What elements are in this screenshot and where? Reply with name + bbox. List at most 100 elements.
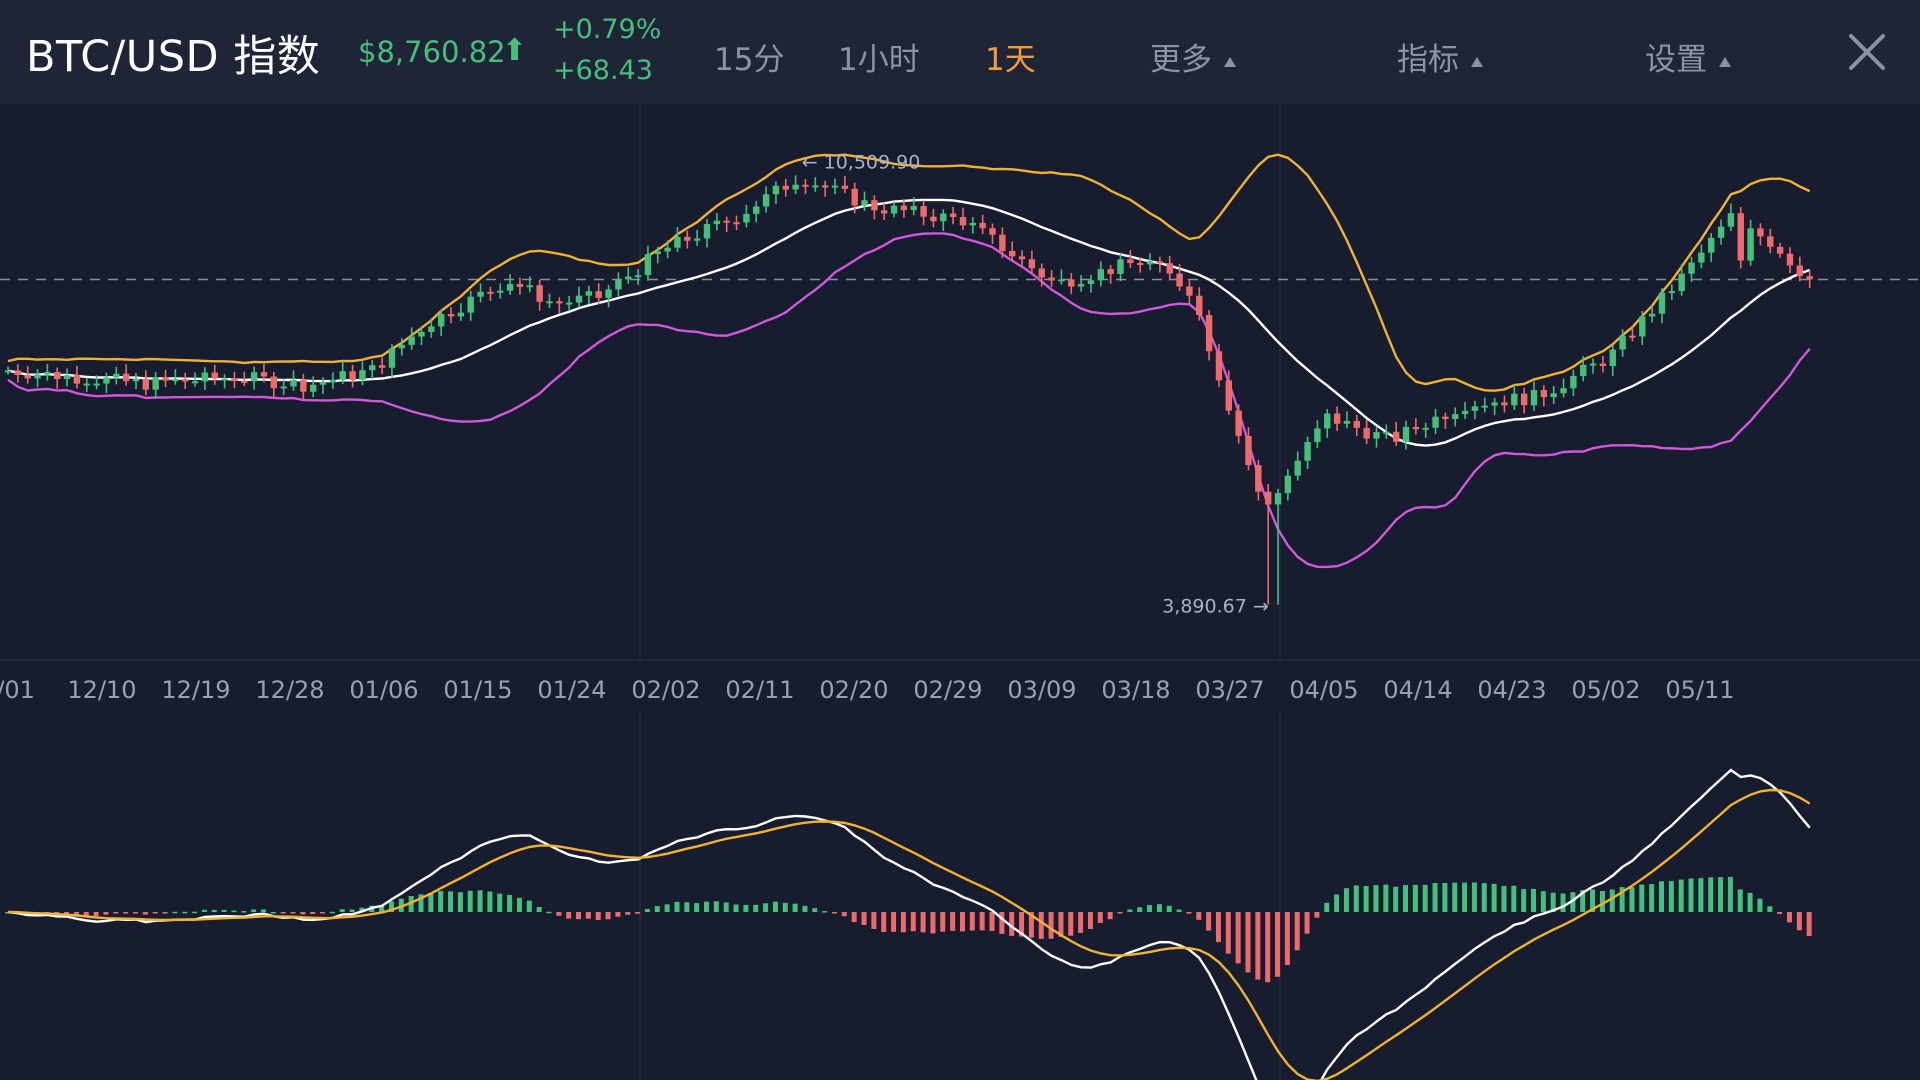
candle-body: [172, 379, 179, 382]
candle-body: [565, 302, 573, 305]
candle-body: [1196, 295, 1203, 316]
candle-body: [1284, 475, 1292, 494]
candle-body: [457, 312, 465, 317]
macd-histogram-bar: [438, 890, 444, 912]
macd-histogram-bar: [526, 900, 532, 912]
settings-menu[interactable]: 设置: [1645, 34, 1731, 79]
candle-body: [1629, 335, 1636, 338]
candle-body: [477, 291, 484, 297]
macd-histogram-bar: [1186, 912, 1192, 914]
candle-body: [1776, 246, 1784, 254]
low-price-label: 3,890.67 →: [1162, 596, 1269, 618]
candle-body: [575, 295, 583, 303]
macd-histogram-bar: [979, 912, 985, 931]
candle-body: [34, 374, 41, 379]
x-tick-label: 02/20: [819, 676, 888, 704]
close-icon[interactable]: [1843, 28, 1891, 76]
candle-body: [1136, 263, 1144, 266]
candle-body: [1245, 435, 1252, 466]
bollinger-lower-line: [7, 232, 1811, 569]
macd-histogram-bar: [1698, 878, 1704, 912]
candle-body: [1461, 410, 1469, 415]
macd-histogram-bar: [1117, 912, 1123, 914]
macd-histogram-bar: [349, 909, 355, 912]
tab-15m[interactable]: 15分: [714, 34, 784, 79]
macd-histogram-bar: [566, 912, 572, 919]
macd-histogram-bar: [1215, 912, 1221, 943]
candle-body: [1156, 261, 1164, 264]
candle-body: [1747, 228, 1754, 261]
macd-histogram-bar: [851, 912, 857, 923]
more-menu[interactable]: 更多: [1150, 34, 1236, 79]
macd-histogram-bar: [221, 909, 227, 912]
macd-histogram-bar: [1068, 912, 1074, 936]
high-price-label: ← 10,509.90: [802, 152, 921, 174]
x-tick-label: 03/27: [1195, 676, 1264, 704]
candle-body: [585, 291, 593, 296]
candle-body: [1186, 286, 1193, 296]
macd-histogram-bar: [644, 908, 650, 912]
price-chart[interactable]: ← 10,509.90 3,890.67 → 2/01 12/10 12/19 12/2…: [0, 104, 1920, 1080]
candle-body: [536, 285, 543, 302]
macd-histogram-bar: [1432, 882, 1438, 912]
candle-body: [260, 372, 268, 377]
candle-body: [63, 375, 71, 380]
candle-body: [753, 206, 760, 214]
candle-body: [684, 236, 691, 241]
arrow-up-icon: ⬆: [502, 33, 528, 68]
macd-histogram-bar: [763, 903, 769, 912]
macd-histogram-bar: [172, 911, 178, 914]
macd-histogram-bar: [1373, 885, 1379, 912]
candle-body: [1107, 269, 1114, 274]
macd-histogram-bar: [448, 891, 454, 912]
candle-body: [300, 379, 307, 392]
macd-histogram-bar: [743, 905, 749, 912]
settings-menu-label: 设置: [1645, 42, 1707, 78]
macd-histogram-bar: [1639, 884, 1645, 912]
candle-body: [1383, 431, 1390, 434]
candle-body: [1412, 426, 1420, 430]
candle-body: [1452, 414, 1459, 420]
macd-histogram-bar: [1107, 912, 1113, 920]
chart-grid: [639, 104, 1281, 1080]
candle-body: [428, 326, 435, 332]
macd-histogram-bar: [408, 896, 414, 912]
candle-body: [506, 283, 514, 291]
tab-1h[interactable]: 1小时: [838, 34, 920, 79]
candle-body: [1333, 413, 1341, 424]
candle-body: [1806, 276, 1813, 280]
candle-body: [989, 228, 996, 235]
bollinger-middle-line: [7, 198, 1811, 447]
candle-body: [369, 365, 376, 371]
indicators-menu[interactable]: 指标: [1397, 34, 1483, 79]
macd-histogram-bar: [782, 902, 788, 912]
more-menu-label: 更多: [1150, 42, 1212, 78]
candle-body: [310, 384, 317, 392]
bollinger-upper-line: [7, 153, 1811, 392]
macd-histogram-bar: [1767, 906, 1773, 912]
macd-histogram-bar: [1422, 884, 1428, 912]
macd-histogram-bar: [1786, 912, 1792, 923]
candle-body: [841, 185, 849, 189]
candle-body: [1658, 292, 1666, 314]
macd-histogram-bar: [1048, 912, 1054, 939]
macd-histogram-bar: [1688, 878, 1694, 912]
candle-body: [1717, 226, 1725, 238]
macd-histogram-bar: [881, 912, 887, 932]
candle-body: [1215, 351, 1223, 381]
macd-histogram-bar: [1580, 890, 1586, 912]
candle-body: [1560, 388, 1567, 394]
macd-histogram-bar: [1245, 912, 1251, 973]
macd-histogram-bar: [290, 912, 296, 914]
tab-1d[interactable]: 1天: [985, 34, 1036, 79]
candle-body: [132, 378, 140, 382]
change-absolute: +68.43: [553, 55, 653, 86]
macd-histogram-bar: [615, 912, 621, 917]
macd-histogram-bar: [1521, 889, 1527, 912]
macd-histogram-bar: [1284, 912, 1290, 965]
macd-histogram-bar: [812, 908, 818, 912]
candle-body: [1530, 389, 1538, 406]
macd-histogram-bar: [969, 912, 975, 931]
macd-histogram-bar: [900, 912, 906, 933]
macd-histogram-bar: [5, 912, 10, 914]
